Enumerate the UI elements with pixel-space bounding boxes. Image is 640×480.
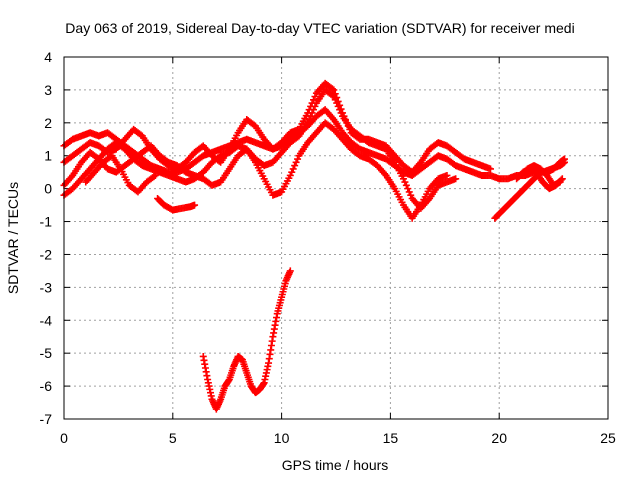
plot-area xyxy=(60,79,568,413)
data-point xyxy=(452,175,460,183)
data-series xyxy=(199,267,294,413)
data-point xyxy=(286,267,294,275)
x-tick-label: 10 xyxy=(274,430,290,446)
data-point-interp xyxy=(305,116,313,124)
y-axis-label: SDTVAR / TECUs xyxy=(5,182,21,294)
data-point-interp xyxy=(331,96,339,104)
x-tick-label: 0 xyxy=(60,430,68,446)
data-point-interp xyxy=(328,85,336,93)
data-point-interp xyxy=(307,112,315,120)
data-point-interp xyxy=(407,191,415,199)
y-tick-label: 4 xyxy=(44,49,52,65)
axis-ticks: 0 5 10 15 20 25 -7 -6 -5 -4 -3 -2 -1 0 1 2 3 4 xyxy=(40,49,616,446)
data-point-interp xyxy=(308,109,316,117)
data-series xyxy=(491,155,568,222)
data-point xyxy=(443,171,451,179)
data-point-interp xyxy=(294,155,302,163)
data-series xyxy=(154,195,199,214)
data-point-interp xyxy=(150,173,158,181)
x-tick-label: 20 xyxy=(491,430,507,446)
data-point-interp xyxy=(292,158,300,166)
data-series xyxy=(517,162,564,189)
data-point xyxy=(560,155,568,163)
x-tick-label: 15 xyxy=(383,430,399,446)
y-tick-label: 3 xyxy=(44,82,52,98)
data-point-interp xyxy=(336,106,344,114)
y-tick-label: -6 xyxy=(40,378,53,394)
data-point xyxy=(286,171,294,179)
y-tick-label: -2 xyxy=(40,246,53,262)
data-point-interp xyxy=(405,188,413,196)
data-point xyxy=(304,119,312,127)
data-series xyxy=(60,86,460,212)
data-point-interp xyxy=(337,109,345,117)
data-point-interp xyxy=(404,185,412,193)
data-point xyxy=(399,175,407,183)
y-tick-label: -4 xyxy=(40,312,53,328)
y-tick-label: -7 xyxy=(40,411,53,427)
data-series xyxy=(60,106,568,183)
y-tick-label: -1 xyxy=(40,214,53,230)
data-point-interp xyxy=(402,181,410,189)
data-point-interp xyxy=(291,162,299,170)
y-tick-label: 2 xyxy=(44,115,52,131)
data-point-interp xyxy=(288,168,296,176)
data-series xyxy=(82,152,159,196)
data-point xyxy=(330,86,338,94)
data-point-interp xyxy=(311,102,319,110)
data-point-interp xyxy=(401,178,409,186)
x-tick-label: 5 xyxy=(169,430,177,446)
data-point xyxy=(486,165,494,173)
plot-frame xyxy=(63,56,609,420)
data-point xyxy=(191,201,199,209)
data-point xyxy=(151,171,159,179)
data-point xyxy=(556,178,564,186)
y-tick-label: -3 xyxy=(40,279,53,295)
chart-title: Day 063 of 2019, Sidereal Day-to-day VTE… xyxy=(65,20,574,36)
data-series xyxy=(60,119,451,222)
data-point-interp xyxy=(289,165,297,173)
y-tick-label: -5 xyxy=(40,345,53,361)
data-point-interp xyxy=(333,99,341,107)
grid-lines xyxy=(64,57,608,419)
data-point-interp xyxy=(328,91,336,99)
y-tick-label: 1 xyxy=(44,148,52,164)
y-tick-label: 0 xyxy=(44,181,52,197)
data-point xyxy=(330,92,338,100)
x-axis-label: GPS time / hours xyxy=(282,457,389,473)
data-point-interp xyxy=(310,106,318,114)
x-tick-label: 25 xyxy=(600,430,616,446)
data-point-interp xyxy=(334,102,342,110)
